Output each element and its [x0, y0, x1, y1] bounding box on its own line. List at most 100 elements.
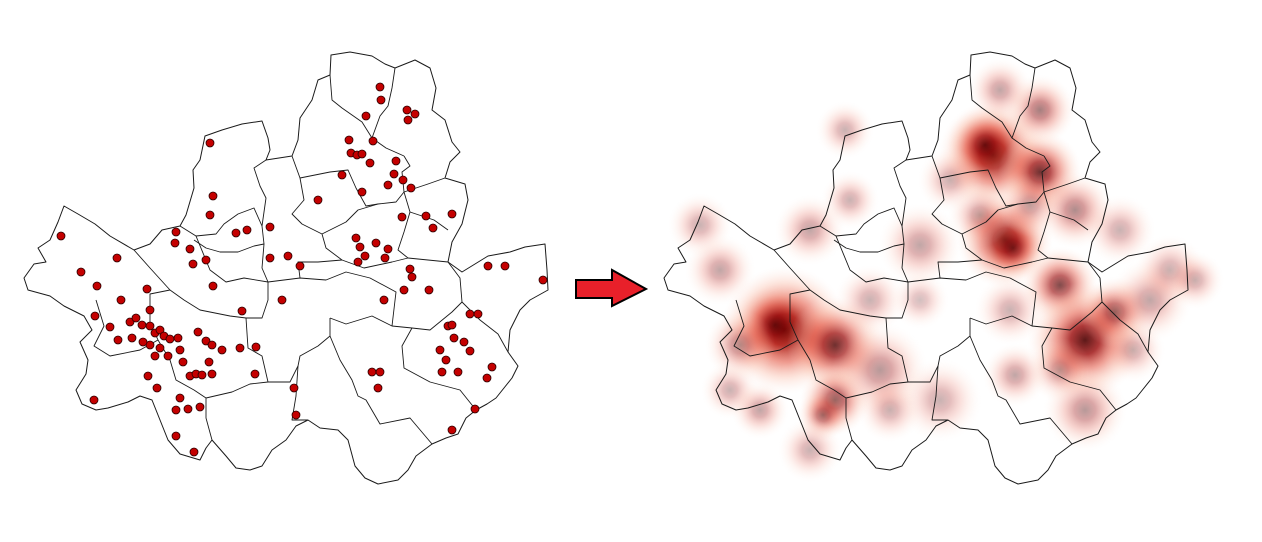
- heat-hotspot: [1166, 251, 1224, 309]
- incident-point: [373, 383, 383, 393]
- incident-point: [131, 313, 141, 323]
- incident-point: [449, 333, 459, 343]
- heat-hotspot: [878, 203, 962, 287]
- incident-point: [231, 228, 241, 238]
- incident-point: [380, 253, 390, 263]
- incident-point: [204, 357, 214, 367]
- incident-point: [379, 295, 389, 305]
- incident-point: [453, 367, 463, 377]
- incident-point: [116, 295, 126, 305]
- incident-point: [277, 295, 287, 305]
- heat-hotspot: [968, 58, 1032, 122]
- incident-point: [242, 225, 252, 235]
- incident-point: [473, 309, 483, 319]
- incident-point: [383, 180, 393, 190]
- incident-point: [165, 334, 175, 344]
- incident-point: [351, 233, 361, 243]
- incident-point: [365, 158, 375, 168]
- incident-point: [313, 195, 323, 205]
- incident-point: [170, 238, 180, 248]
- incident-point: [175, 345, 185, 355]
- incident-point: [391, 156, 401, 166]
- incident-point: [92, 281, 102, 291]
- incident-point: [397, 212, 407, 222]
- incident-point: [337, 170, 347, 180]
- incident-point: [143, 371, 153, 381]
- incident-point: [465, 346, 475, 356]
- incident-point: [89, 395, 99, 405]
- district-boundaries-left: [23, 51, 549, 485]
- incident-point: [251, 342, 261, 352]
- incident-point: [424, 285, 434, 295]
- heat-hotspot: [778, 418, 842, 482]
- incident-point: [447, 209, 457, 219]
- incident-point: [205, 210, 215, 220]
- point-layer: [56, 82, 548, 457]
- incident-point: [368, 136, 378, 146]
- point-map: [23, 51, 549, 485]
- heat-hotspot: [998, 173, 1062, 237]
- incident-point: [421, 211, 431, 221]
- incident-point: [197, 370, 207, 380]
- incident-point: [137, 320, 147, 330]
- heat-hotspot: [816, 101, 874, 159]
- incident-point: [291, 410, 301, 420]
- incident-point: [125, 317, 135, 327]
- incident-point: [171, 227, 181, 237]
- incident-point: [383, 244, 393, 254]
- incident-point: [399, 285, 409, 295]
- incident-point: [406, 183, 416, 193]
- incident-point: [207, 340, 217, 350]
- incident-point: [465, 309, 475, 319]
- incident-point: [265, 253, 275, 263]
- incident-point: [127, 333, 137, 343]
- incident-point: [482, 373, 492, 383]
- heat-hotspot: [918, 148, 982, 212]
- incident-point: [173, 333, 183, 343]
- heat-hotspot: [684, 234, 756, 306]
- incident-point: [145, 305, 155, 315]
- incident-point: [357, 187, 367, 197]
- heat-layer: [668, 58, 1224, 482]
- incident-point: [193, 327, 203, 337]
- incident-point: [208, 191, 218, 201]
- incident-point: [105, 322, 115, 332]
- incident-point: [389, 169, 399, 179]
- transform-arrow: [575, 268, 649, 308]
- incident-point: [367, 367, 377, 377]
- incident-point: [237, 306, 247, 316]
- heat-hotspot: [1101, 318, 1165, 382]
- incident-point: [163, 351, 173, 361]
- incident-point: [441, 355, 451, 365]
- incident-point: [283, 251, 293, 261]
- incident-point: [201, 255, 211, 265]
- incident-point: [376, 95, 386, 105]
- incident-point: [152, 383, 162, 393]
- incident-point: [150, 351, 160, 361]
- incident-point: [189, 447, 199, 457]
- incident-point: [295, 261, 305, 271]
- incident-point: [470, 404, 480, 414]
- incident-point: [428, 223, 438, 233]
- heat-map: [663, 51, 1224, 485]
- incident-point: [353, 257, 363, 267]
- arrow-right-icon: [575, 268, 649, 308]
- incident-point: [437, 367, 447, 377]
- heat-hotspot: [891, 271, 949, 329]
- incident-point: [188, 259, 198, 269]
- incident-point: [289, 383, 299, 393]
- incident-point: [435, 345, 445, 355]
- incident-point: [208, 281, 218, 291]
- incident-point: [76, 267, 86, 277]
- incident-point: [145, 321, 155, 331]
- heat-hotspot: [774, 194, 846, 266]
- incident-point: [357, 149, 367, 159]
- incident-point: [183, 404, 193, 414]
- heat-hotspot: [974, 274, 1046, 346]
- incident-point: [500, 261, 510, 271]
- incident-point: [175, 393, 185, 403]
- incident-point: [361, 111, 371, 121]
- incident-point: [250, 369, 260, 379]
- incident-point: [344, 135, 354, 145]
